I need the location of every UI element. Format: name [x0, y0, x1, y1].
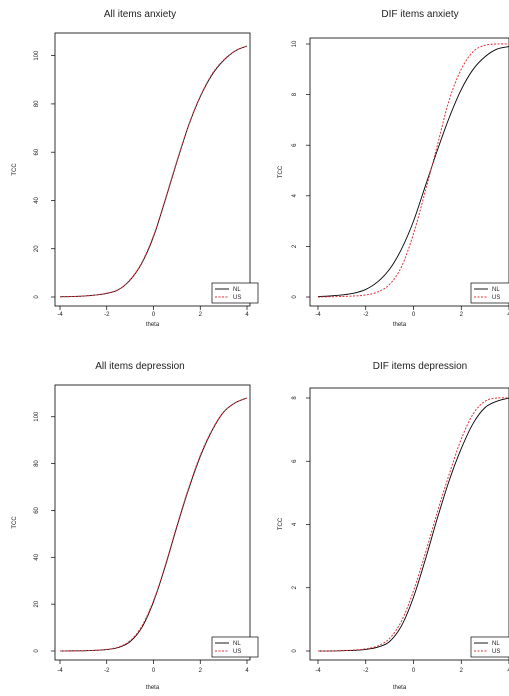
y-tick-label: 0	[292, 649, 298, 653]
x-tick-label: 2	[460, 668, 464, 674]
plot-frame	[309, 37, 509, 307]
legend-label-us: US	[492, 295, 500, 301]
y-tick-label: 6	[292, 143, 298, 147]
legend-box	[470, 282, 509, 304]
y-tick-label: 4	[292, 522, 298, 526]
chart-title: DIF items anxiety	[381, 9, 458, 20]
y-tick-label: 8	[292, 92, 298, 96]
plot-frame	[54, 384, 251, 661]
legend-label-nl: NL	[492, 287, 500, 293]
y-tick-label: 20	[34, 245, 40, 252]
legend: NL US	[470, 282, 509, 304]
x-tick-label: 0	[152, 312, 156, 318]
legend-box	[470, 636, 509, 658]
y-tick-label: 10	[292, 40, 298, 47]
y-tick-label: 40	[34, 553, 40, 560]
y-tick-label: 6	[292, 459, 298, 463]
x-tick-label: 0	[412, 312, 416, 318]
x-tick-label: -2	[363, 668, 369, 674]
y-tick-label: 60	[34, 148, 40, 155]
x-tick-label: 4	[245, 312, 249, 318]
x-axis-label: theta	[393, 685, 407, 691]
chart-panel-2: DIF items anxiety -4 -2 0 2 4 0 2 4 6 8 10 theta TCC N…	[278, 9, 509, 328]
x-tick-label: 4	[507, 312, 509, 318]
series-line-us	[59, 45, 248, 298]
series-line-nl	[59, 45, 248, 298]
legend-label-nl: NL	[233, 641, 241, 647]
chart-title: All items depression	[95, 361, 184, 372]
series-line-nl	[317, 46, 509, 297]
series-line-us	[317, 43, 509, 298]
x-tick-label: 0	[412, 668, 416, 674]
x-tick-label: 2	[460, 312, 464, 318]
y-tick-label: 0	[292, 295, 298, 299]
x-axis-label: theta	[393, 322, 407, 328]
y-axis-label: TCC	[278, 517, 284, 530]
plot-frame	[309, 387, 509, 661]
y-tick-label: 2	[292, 244, 298, 248]
legend-label-nl: NL	[492, 641, 500, 647]
chart-panel-1: All items anxiety-4 -2 0 2 4020406080100thet…	[12, 9, 259, 328]
x-tick-label: 4	[507, 668, 509, 674]
x-tick-label: -4	[57, 668, 63, 674]
y-tick-label: 80	[34, 460, 40, 467]
legend-box	[211, 636, 259, 658]
y-tick-label: 40	[34, 196, 40, 203]
x-tick-label: 2	[199, 312, 203, 318]
legend-label-us: US	[492, 649, 500, 655]
series-line-us	[59, 397, 248, 652]
series-line-us	[317, 397, 509, 652]
y-tick-label: 20	[34, 600, 40, 607]
chart-title: DIF items depression	[373, 361, 467, 372]
x-tick-label: 2	[199, 668, 203, 674]
y-tick-label: 100	[34, 411, 40, 422]
y-tick-label: 100	[34, 50, 40, 61]
chart-panel-3: All items depression-4 -2 0 2 4020406080100t…	[12, 361, 259, 691]
x-tick-label: 0	[152, 668, 156, 674]
legend: NL US	[211, 636, 259, 658]
y-tick-label: 80	[34, 100, 40, 107]
x-tick-label: 4	[245, 668, 249, 674]
legend: NL US	[211, 282, 259, 304]
series-line-nl	[59, 397, 248, 652]
x-tick-label: -2	[104, 312, 110, 318]
y-tick-label: 60	[34, 506, 40, 513]
legend-box	[211, 282, 259, 304]
y-axis-label: TCC	[278, 165, 284, 178]
y-tick-label: 8	[292, 396, 298, 400]
y-tick-label: 4	[292, 193, 298, 197]
x-tick-label: -2	[104, 668, 110, 674]
legend: NL US	[470, 636, 509, 658]
series-line-nl	[317, 397, 509, 652]
y-axis-label: TCC	[12, 163, 18, 176]
x-axis-label: theta	[146, 685, 160, 691]
legend-label-nl: NL	[233, 287, 241, 293]
legend-label-us: US	[233, 649, 241, 655]
y-tick-label: 2	[292, 585, 298, 589]
x-tick-label: -4	[315, 312, 321, 318]
y-tick-label: 0	[34, 649, 40, 653]
x-tick-label: -2	[363, 312, 369, 318]
chart-title: All items anxiety	[104, 9, 176, 20]
x-axis-label: theta	[146, 322, 160, 328]
y-tick-label: 0	[34, 295, 40, 299]
chart-panel-4: DIF items depression -4 -2 0 2 4 0 2 4 6 8 theta TCC…	[278, 361, 509, 691]
plot-frame	[54, 32, 251, 307]
x-tick-label: -4	[315, 668, 321, 674]
y-axis-label: TCC	[12, 516, 18, 529]
legend-label-us: US	[233, 295, 241, 301]
x-tick-label: -4	[57, 312, 63, 318]
